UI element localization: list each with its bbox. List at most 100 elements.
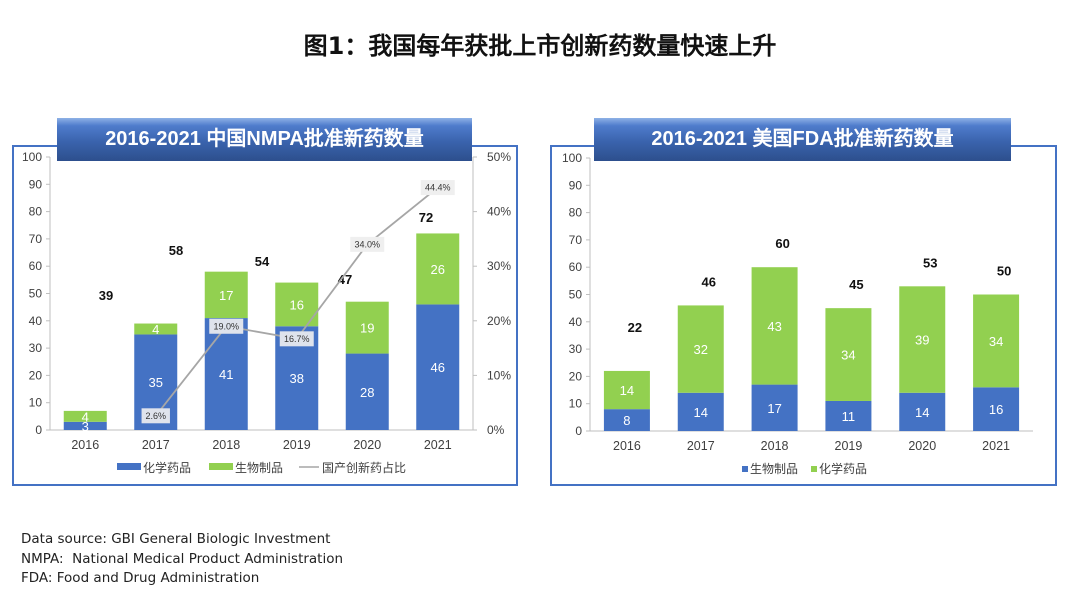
bar-value-label: 8 [623,413,630,428]
bar-value-label: 16 [989,402,1003,417]
footnote-data-source: Data source: GBI General Biologic Invest… [21,531,331,547]
bar-bottom-2019 [825,400,872,431]
total-label-2021: 50 [997,264,1011,279]
y-tick-label: 100 [22,150,42,164]
total-label-2019: 45 [849,277,863,292]
legend-label-share: 国产创新药占比 [322,460,406,475]
bar-value-label: 34 [841,348,855,363]
y-tick-label: 60 [29,259,43,273]
y-tick-label: 20 [569,369,583,383]
bar-top-2021 [973,294,1020,388]
y2-tick-label: 20% [487,314,511,328]
bar-top-2016 [63,410,107,422]
line-point-label-bg [350,236,385,252]
total-label-2016: 22 [628,320,642,335]
total-label-2021: 72 [419,210,433,225]
line-point-label: 2.6% [145,411,166,421]
bar-value-label: 17 [767,401,781,416]
footnotes: Data source: GBI General Biologic Invest… [21,530,343,589]
x-tick-label: 2019 [835,439,863,453]
bar-value-label: 19 [360,321,374,336]
footnote-fda: FDA: Food and Drug Administration [21,570,260,586]
line-point-label-bg [209,318,244,334]
bar-value-label: 46 [431,360,445,375]
bar-bottom-2020 [345,353,389,430]
y-tick-label: 100 [562,151,582,165]
legend-swatch-biologic [209,463,233,470]
bar-value-label: 4 [82,409,89,424]
line-point-label-bg [420,180,455,196]
bar-top-2017 [677,305,724,393]
y-tick-label: 90 [569,178,583,192]
x-tick-label: 2021 [424,438,452,452]
bar-top-2021 [416,233,460,305]
legend-label-biologic: 生物制品 [235,461,283,475]
bar-value-label: 26 [431,262,445,277]
y-tick-label: 0 [575,424,582,438]
y-tick-label: 70 [29,232,43,246]
bar-bottom-2018 [751,384,798,431]
bar-top-2018 [204,271,248,319]
legend-label-chemical: 化学药品 [819,461,867,476]
y-tick-label: 10 [569,397,583,411]
x-tick-label: 2018 [761,439,789,453]
x-tick-label: 2017 [142,438,170,452]
bar-bottom-2020 [899,392,946,431]
legend-swatch-chemical [117,463,141,470]
y-tick-label: 50 [29,287,43,301]
y-tick-label: 80 [29,205,43,219]
y2-tick-label: 0% [487,423,505,437]
bar-value-label: 4 [152,322,159,337]
y2-tick-label: 10% [487,368,511,382]
bar-value-label: 39 [915,333,929,348]
legend-label-chemical: 化学药品 [143,460,191,475]
bar-value-label: 43 [767,319,781,334]
legend-swatch-biologic [742,466,748,472]
y2-tick-label: 40% [487,205,511,219]
bar-bottom-2016 [63,421,107,430]
x-tick-label: 2019 [283,438,311,452]
total-label-2018: 60 [775,236,789,251]
bar-value-label: 11 [842,409,856,424]
line-point-label-bg [279,331,314,347]
nmpa-chart-title: 2016-2021 中国NMPA批准新药数量 [57,118,472,161]
bar-top-2019 [825,308,872,401]
y2-tick-label: 50% [487,150,511,164]
bar-value-label: 28 [360,385,374,400]
y-tick-label: 0 [35,423,42,437]
bar-bottom-2018 [204,318,248,430]
bar-bottom-2021 [973,387,1020,431]
y-tick-label: 40 [569,315,583,329]
x-tick-label: 2020 [353,438,381,452]
x-tick-label: 2016 [71,438,99,452]
bar-value-label: 17 [219,288,233,303]
bar-value-label: 14 [915,405,929,420]
y2-tick-label: 30% [487,259,511,273]
bar-bottom-2017 [677,392,724,431]
line-point-label: 44.4% [425,183,451,193]
y-tick-label: 90 [29,177,43,191]
total-label-2018: 54 [255,254,270,269]
legend-swatch-chemical [811,466,817,472]
bar-value-label: 32 [694,342,708,357]
bar-value-label: 14 [694,405,708,420]
y-tick-label: 10 [29,396,43,410]
footnote-nmpa: NMPA: National Medical Product Administr… [21,550,344,567]
y-tick-label: 20 [29,368,43,382]
bar-bottom-2016 [603,409,650,431]
x-tick-label: 2020 [908,439,936,453]
total-label-2019: 47 [338,272,352,287]
line-point-label-bg [141,408,170,424]
bar-top-2018 [751,267,798,385]
bar-top-2020 [345,301,389,354]
total-label-2017: 58 [169,243,183,258]
bar-value-label: 3 [82,419,89,434]
bar-value-label: 41 [219,367,233,382]
total-label-2020: 53 [923,255,937,270]
y-tick-label: 60 [569,260,583,274]
bar-bottom-2021 [416,304,460,430]
bar-top-2017 [134,323,178,335]
bar-value-label: 38 [290,371,304,386]
x-tick-label: 2021 [982,439,1010,453]
